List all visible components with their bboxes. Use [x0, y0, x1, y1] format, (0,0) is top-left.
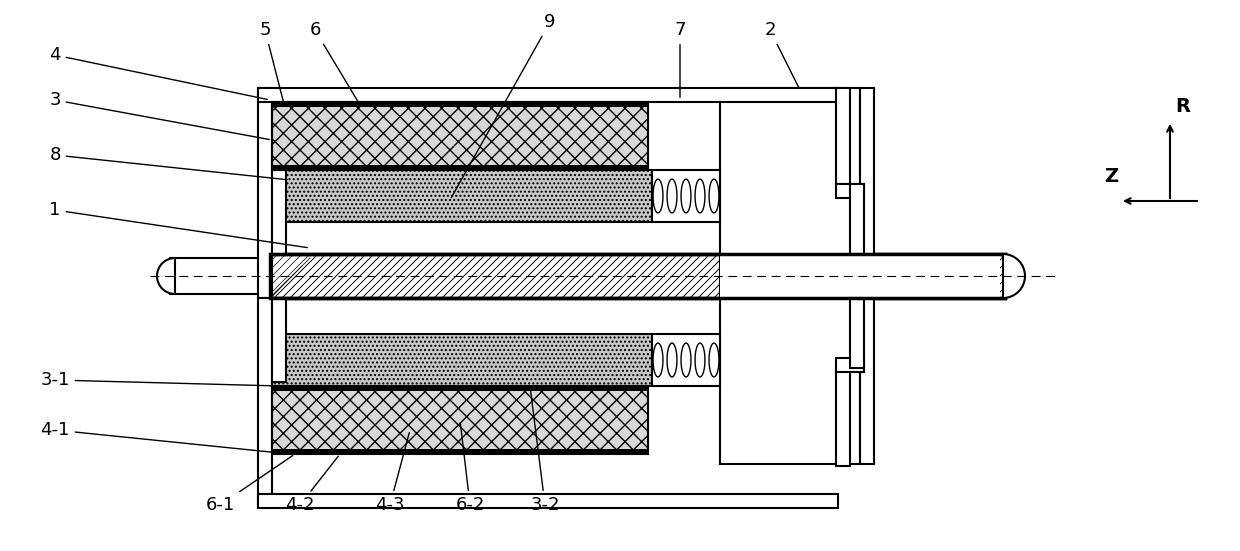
Bar — [272, 102, 649, 170]
Bar — [720, 88, 861, 464]
Bar — [258, 88, 838, 102]
Bar — [272, 386, 649, 391]
Text: Z: Z — [1104, 167, 1118, 186]
Bar — [272, 386, 649, 454]
Text: 4-3: 4-3 — [376, 433, 409, 514]
Text: 3-1: 3-1 — [41, 371, 278, 389]
Wedge shape — [157, 258, 175, 294]
Bar — [861, 88, 874, 464]
Bar — [258, 88, 272, 298]
Bar — [272, 386, 649, 454]
Bar — [270, 254, 1004, 298]
Bar — [652, 170, 720, 222]
Text: 7: 7 — [675, 21, 686, 97]
Bar — [720, 254, 999, 298]
Text: 4-1: 4-1 — [41, 421, 288, 453]
Text: 9: 9 — [451, 13, 556, 198]
Bar — [272, 298, 286, 382]
Bar — [258, 494, 838, 508]
Text: 3-2: 3-2 — [531, 389, 559, 514]
Text: 4-2: 4-2 — [285, 456, 339, 514]
Bar — [272, 170, 286, 254]
Bar — [272, 102, 649, 170]
Bar — [836, 184, 864, 198]
Bar — [272, 334, 652, 386]
Bar — [836, 370, 849, 466]
Bar — [170, 258, 275, 294]
Wedge shape — [1003, 254, 1025, 298]
Bar — [836, 358, 864, 372]
Text: 1: 1 — [50, 201, 308, 247]
Text: 3: 3 — [50, 91, 269, 139]
Bar — [849, 298, 864, 368]
Text: 6: 6 — [309, 21, 358, 102]
Text: 2: 2 — [764, 21, 799, 88]
Bar — [849, 184, 864, 254]
Text: R: R — [1176, 97, 1190, 116]
Bar — [272, 449, 649, 454]
Bar — [258, 298, 272, 508]
Bar — [272, 102, 649, 107]
Text: 8: 8 — [50, 146, 288, 180]
Bar — [272, 170, 652, 222]
Bar — [652, 334, 720, 386]
Text: 6-2: 6-2 — [455, 423, 485, 514]
Text: 4: 4 — [50, 46, 268, 99]
Bar — [272, 165, 649, 170]
Bar — [836, 88, 849, 184]
Text: 5: 5 — [259, 21, 284, 105]
Bar — [270, 254, 1004, 298]
Text: 6-1: 6-1 — [206, 456, 293, 514]
